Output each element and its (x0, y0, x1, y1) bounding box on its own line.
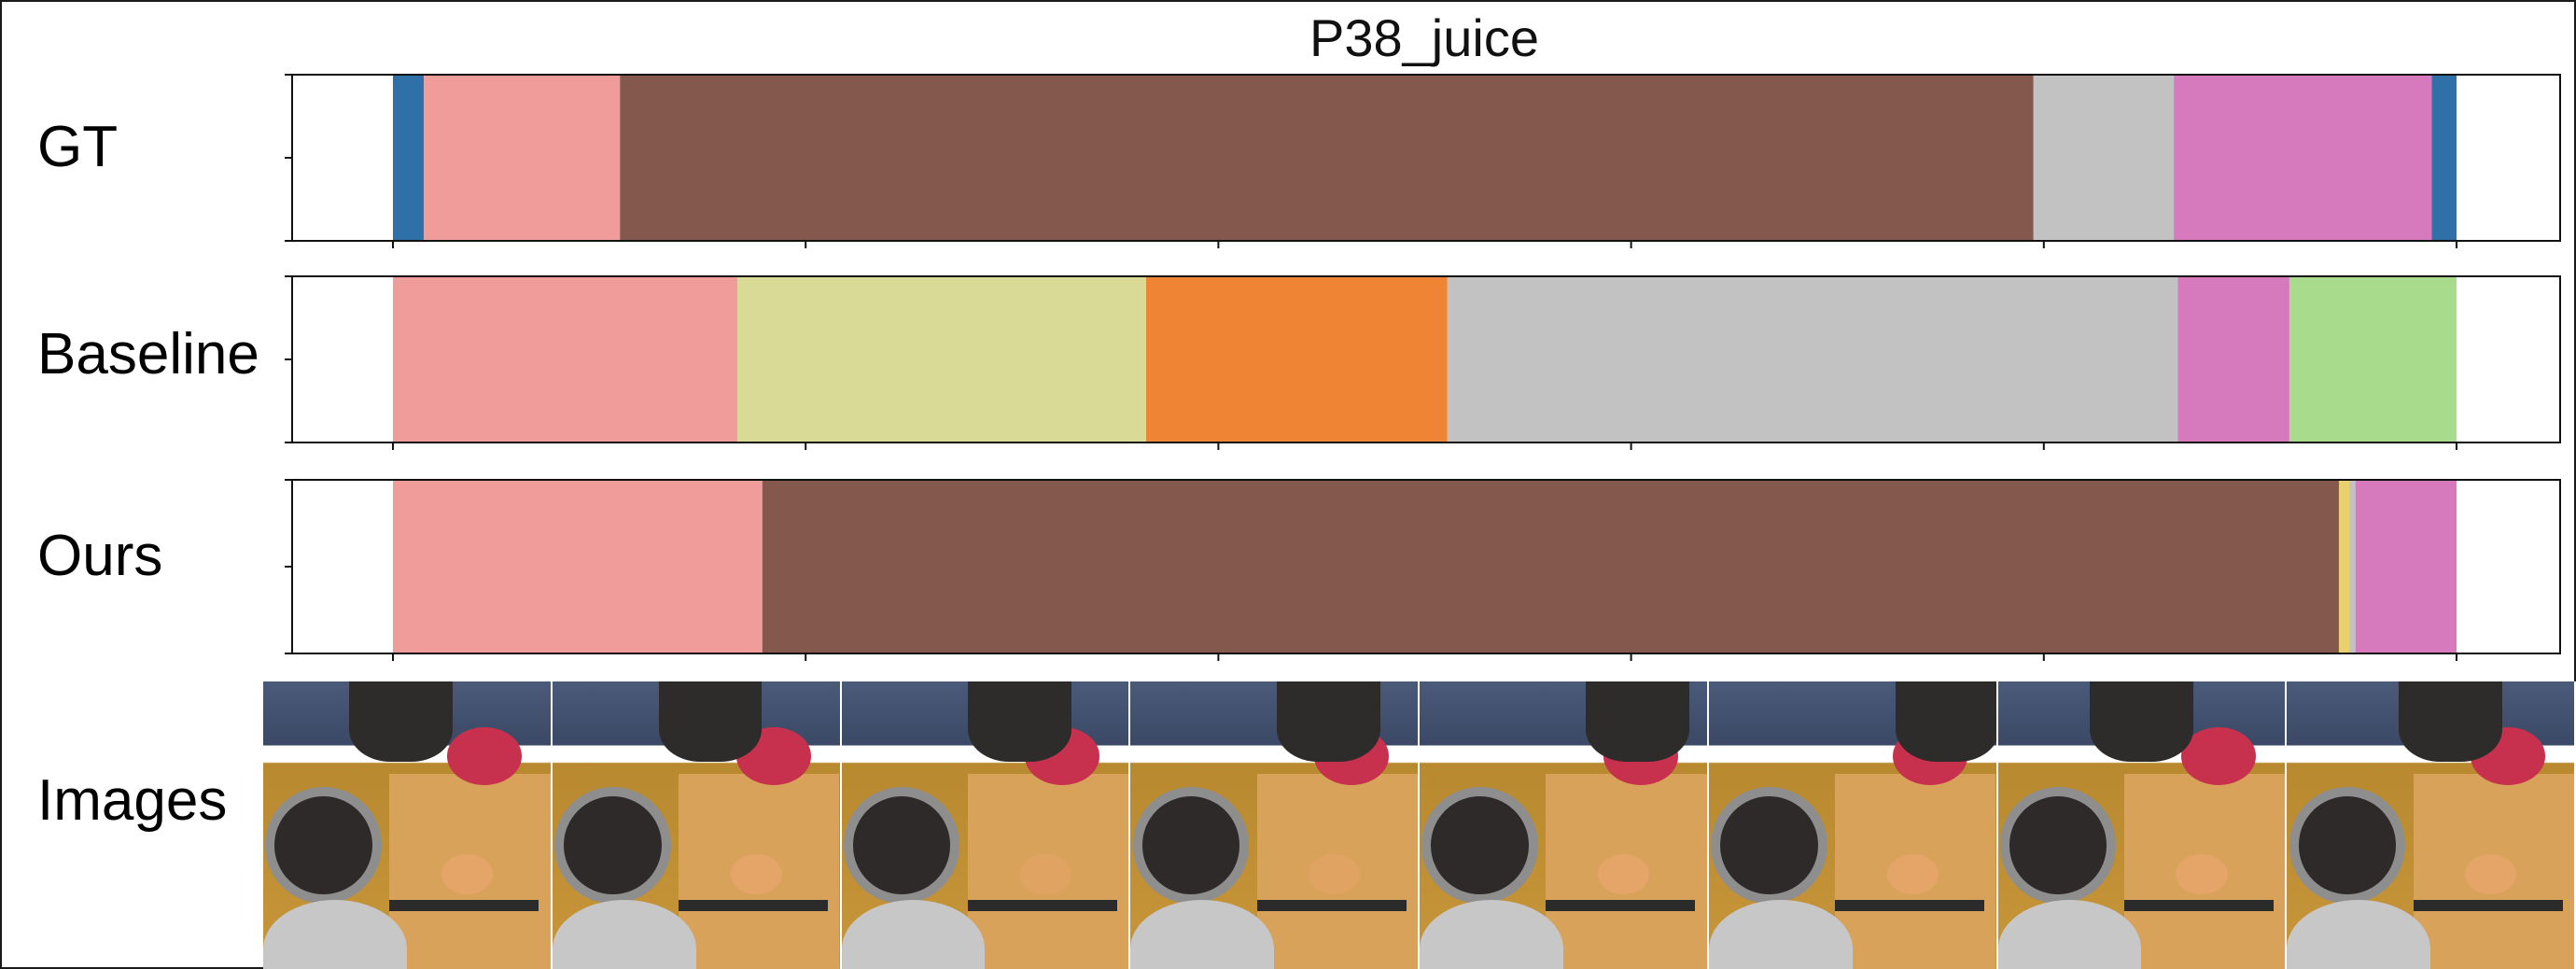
video-frames-strip (263, 681, 2576, 969)
video-frame-5 (1420, 681, 1709, 969)
row-label-gt: GT (37, 115, 119, 179)
frame-stove (274, 796, 372, 894)
frame-arm (1895, 681, 1996, 763)
frame-arm (2399, 681, 2503, 763)
frame-pan (1420, 900, 1563, 969)
frame-fruit (1597, 853, 1650, 894)
frame-pan (1708, 900, 1853, 969)
segment-gt-4 (2174, 75, 2432, 241)
segment-baseline-1 (737, 276, 1147, 442)
frame-arm (349, 681, 454, 763)
frame-fruit (2176, 853, 2228, 894)
frame-knife (967, 900, 1117, 912)
video-frame-2 (552, 681, 842, 969)
frame-knife (679, 900, 829, 912)
frame-arm (2089, 681, 2193, 763)
frame-pan (1130, 900, 1275, 969)
frame-pan (263, 900, 407, 969)
segment-ours-2 (2338, 480, 2350, 653)
frame-stove (1431, 796, 1529, 894)
frame-stove (564, 796, 662, 894)
frame-knife (1256, 900, 1407, 912)
frame-fruit (441, 853, 494, 894)
frame-knife (2123, 900, 2274, 912)
segment-gt-0 (393, 75, 425, 241)
frame-squeezer (2181, 727, 2257, 785)
video-frame-7 (1997, 681, 2288, 969)
segmentation-bars (285, 74, 2561, 661)
frame-stove (2298, 796, 2397, 894)
video-frame-4 (1130, 681, 1420, 969)
frame-arm (658, 681, 763, 763)
segment-baseline-4 (2177, 276, 2289, 442)
segment-baseline-5 (2289, 276, 2457, 442)
frame-pan (2287, 900, 2431, 969)
row-label-images: Images (37, 768, 228, 833)
row-label-baseline: Baseline (37, 322, 259, 386)
frame-fruit (2465, 853, 2517, 894)
frame-stove (2009, 796, 2107, 894)
frame-arm (1277, 681, 1380, 763)
segment-gt-5 (2431, 75, 2457, 241)
frame-squeezer (446, 727, 522, 785)
video-frame-6 (1708, 681, 1998, 969)
frame-arm (1586, 681, 1690, 763)
frame-knife (389, 900, 539, 912)
frame-fruit (1309, 853, 1361, 894)
segment-ours-3 (2349, 480, 2356, 653)
row-label-ours: Ours (37, 524, 163, 588)
frame-stove (1720, 796, 1818, 894)
frame-knife (1835, 900, 1985, 912)
segment-ours-4 (2355, 480, 2457, 653)
frame-fruit (730, 853, 782, 894)
frame-pan (841, 900, 986, 969)
video-frame-8 (2287, 681, 2576, 969)
frame-arm (967, 681, 1071, 763)
segment-gt-2 (620, 75, 2034, 241)
frame-stove (1141, 796, 1240, 894)
frame-fruit (1019, 853, 1071, 894)
frame-knife (2413, 900, 2563, 912)
segment-baseline-2 (1146, 276, 1448, 442)
video-frame-1 (263, 681, 553, 969)
chart-title: P38_juice (1309, 8, 1539, 67)
frame-fruit (1886, 853, 1939, 894)
frame-knife (1546, 900, 1696, 912)
frame-pan (1997, 900, 2142, 969)
segment-ours-1 (762, 480, 2339, 653)
frame-stove (852, 796, 951, 894)
frame-pan (552, 900, 696, 969)
segment-gt-3 (2033, 75, 2175, 241)
segment-baseline-0 (393, 276, 738, 442)
video-frame-3 (841, 681, 1131, 969)
segment-baseline-3 (1447, 276, 2178, 442)
segment-ours-0 (393, 480, 763, 653)
segment-gt-1 (424, 75, 621, 241)
